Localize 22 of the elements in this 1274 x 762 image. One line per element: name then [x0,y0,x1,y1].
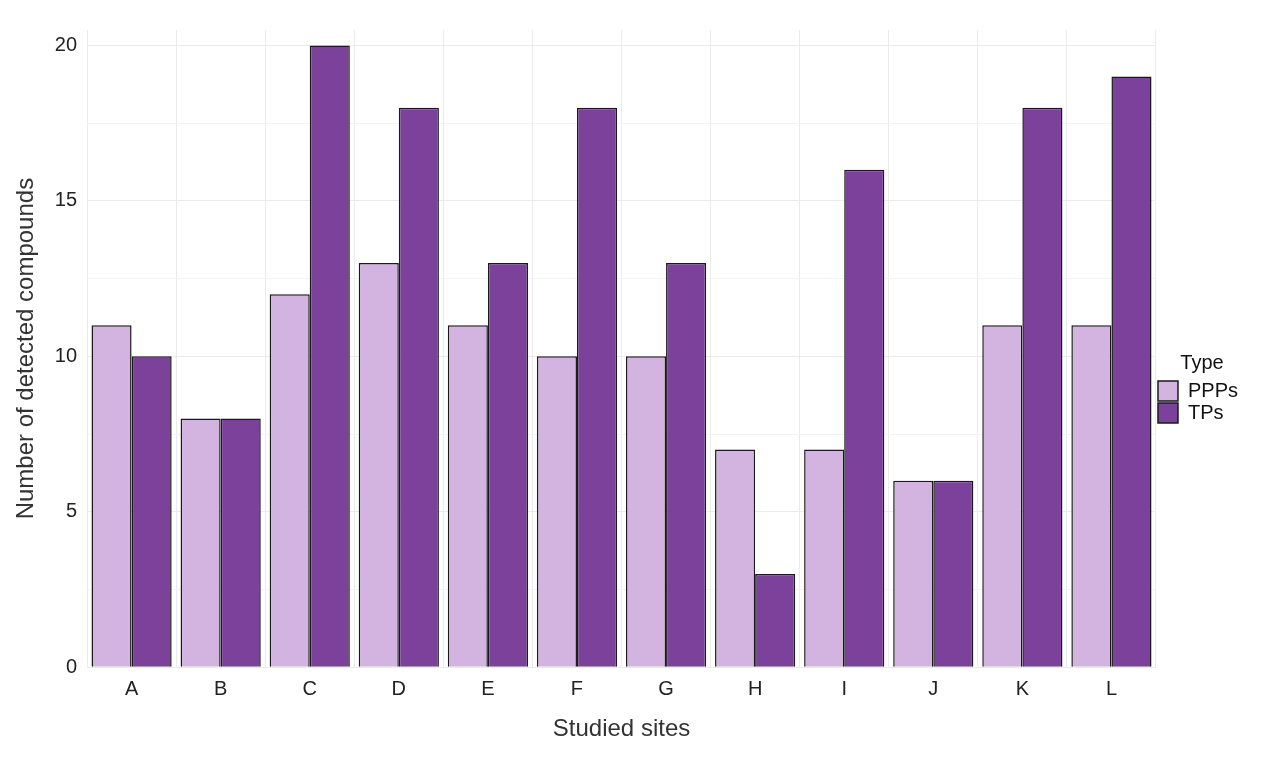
x-tick-label: H [747,676,763,699]
legend-label: TPs [1187,400,1224,423]
x-tick-label: E [481,676,495,699]
x-tick-label: A [124,676,139,699]
y-tick-label: 20 [54,33,78,56]
x-tick-label: K [1015,676,1030,699]
y-tick-label: 10 [54,343,78,366]
x-axis-title: Studied sites [552,714,691,742]
y-tick-label: 0 [65,654,78,677]
x-tick-label: B [213,676,228,699]
x-tick-label: L [1105,676,1117,699]
x-tick-label: G [658,676,674,699]
y-tick-label: 5 [65,499,78,522]
x-tick-label: D [391,676,407,699]
x-tick-label: I [841,676,847,699]
y-tick-label: 15 [54,188,78,211]
x-tick-label: F [570,676,584,699]
legend-label: PPPs [1187,378,1239,401]
y-axis-title: Number of detected compounds [11,177,39,520]
legend-title: Type [1180,350,1224,373]
x-tick-label: C [302,676,317,699]
x-tick-label: J [928,676,939,699]
